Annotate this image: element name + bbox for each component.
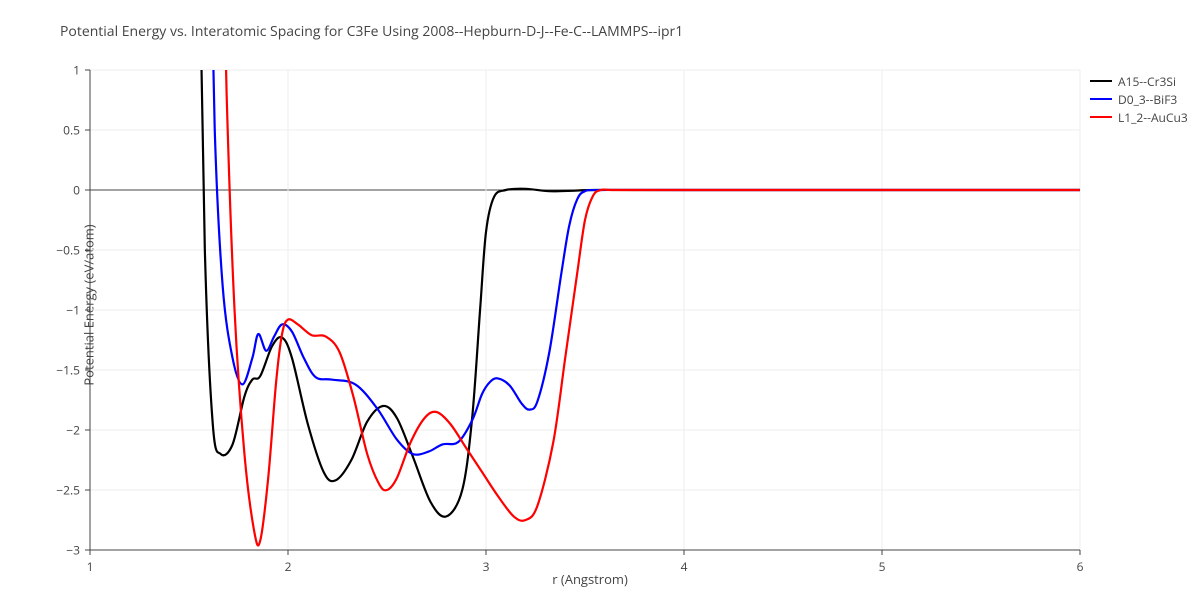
- series-line[interactable]: [205, 0, 1080, 455]
- x-tick-label: 6: [1077, 558, 1084, 575]
- legend-label: D0_3--BiF3: [1118, 91, 1177, 108]
- x-tick-label: 1: [87, 558, 94, 575]
- y-tick-label: −2: [66, 422, 80, 439]
- y-tick-label: −2.5: [56, 482, 80, 499]
- x-tick-label: 2: [285, 558, 292, 575]
- x-tick-label: 5: [879, 558, 886, 575]
- y-tick-label: −1.5: [56, 362, 80, 379]
- legend-swatch: [1090, 116, 1112, 118]
- series-line[interactable]: [195, 0, 1080, 517]
- series-line[interactable]: [217, 0, 1080, 545]
- y-tick-label: −3: [66, 542, 80, 559]
- legend-item[interactable]: A15--Cr3Si: [1090, 72, 1188, 90]
- legend-item[interactable]: D0_3--BiF3: [1090, 90, 1188, 108]
- y-tick-label: −0.5: [56, 242, 80, 259]
- x-tick-label: 4: [681, 558, 688, 575]
- legend-swatch: [1090, 80, 1112, 82]
- y-tick-label: −1: [66, 302, 80, 319]
- y-tick-label: 1: [73, 62, 80, 79]
- y-tick-label: 0.5: [63, 122, 80, 139]
- chart-container: Potential Energy vs. Interatomic Spacing…: [0, 0, 1200, 600]
- legend-label: A15--Cr3Si: [1118, 73, 1176, 90]
- chart-plot-svg: [0, 0, 1200, 600]
- legend-item[interactable]: L1_2--AuCu3: [1090, 108, 1188, 126]
- y-tick-label: 0: [73, 182, 80, 199]
- legend-label: L1_2--AuCu3: [1118, 109, 1188, 126]
- legend[interactable]: A15--Cr3SiD0_3--BiF3L1_2--AuCu3: [1090, 72, 1188, 126]
- legend-swatch: [1090, 98, 1112, 100]
- x-tick-label: 3: [483, 558, 490, 575]
